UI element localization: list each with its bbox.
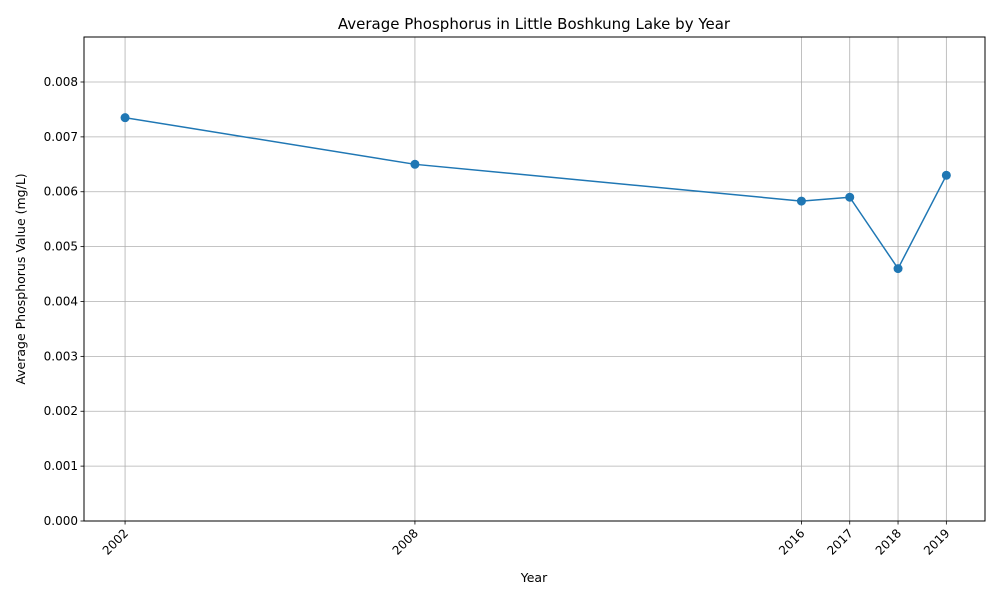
plot-frame — [83, 36, 986, 522]
data-point-marker — [120, 113, 130, 123]
y-tick-label: 0.005 — [44, 240, 78, 254]
y-tick-label: 0.007 — [44, 130, 78, 144]
y-axis-label: Average Phosphorus Value (mg/L) — [13, 173, 28, 384]
y-tick-label: 0.001 — [44, 459, 78, 473]
y-tick-label: 0.002 — [44, 404, 78, 418]
data-point-marker — [845, 192, 855, 202]
y-tick-label: 0.006 — [44, 185, 78, 199]
y-tick-label: 0.003 — [44, 349, 78, 363]
series-line — [124, 116, 948, 270]
data-point-marker — [941, 170, 951, 180]
y-tick-label: 0.004 — [44, 294, 78, 308]
y-tick-label: 0.000 — [44, 514, 78, 528]
data-point-marker — [410, 159, 420, 169]
y-tick-label: 0.008 — [44, 75, 78, 89]
chart-title: Average Phosphorus in Little Boshkung La… — [338, 15, 731, 33]
data-point-marker — [893, 264, 903, 274]
data-series — [120, 113, 951, 274]
x-axis-label: Year — [520, 570, 548, 585]
grid — [84, 37, 985, 522]
data-point-marker — [796, 196, 806, 206]
